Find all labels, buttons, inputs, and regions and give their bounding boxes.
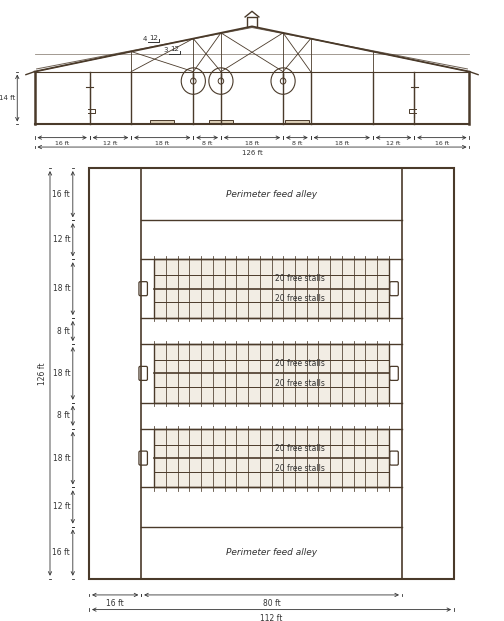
Text: 20 free stalls: 20 free stalls	[275, 463, 325, 473]
Bar	[285, 120, 309, 124]
Text: 8 ft: 8 ft	[57, 411, 70, 420]
Text: 12: 12	[149, 35, 158, 41]
Text: 18 ft: 18 ft	[52, 284, 70, 293]
Text: 12 ft: 12 ft	[52, 502, 70, 512]
FancyBboxPatch shape	[139, 451, 147, 465]
Text: 20 free stalls: 20 free stalls	[275, 294, 325, 303]
Bar	[154, 344, 389, 402]
Bar	[209, 120, 233, 124]
Text: 16 ft: 16 ft	[52, 189, 70, 199]
Text: 18 ft: 18 ft	[245, 140, 259, 146]
FancyBboxPatch shape	[390, 451, 398, 465]
FancyBboxPatch shape	[139, 282, 147, 296]
Text: 12 ft: 12 ft	[103, 140, 117, 146]
Text: 18 ft: 18 ft	[155, 140, 169, 146]
Bar	[150, 120, 174, 124]
Text: 12 ft: 12 ft	[52, 235, 70, 244]
Text: 18 ft: 18 ft	[52, 453, 70, 463]
Text: 12: 12	[170, 47, 179, 52]
Text: 16 ft: 16 ft	[55, 140, 69, 146]
Text: 20 free stalls: 20 free stalls	[275, 274, 325, 283]
FancyBboxPatch shape	[390, 282, 398, 296]
Text: 80 ft: 80 ft	[263, 599, 280, 608]
FancyBboxPatch shape	[139, 366, 147, 381]
Bar	[154, 428, 389, 487]
Text: 8 ft: 8 ft	[57, 327, 70, 335]
Text: 12 ft: 12 ft	[387, 140, 401, 146]
Text: 126 ft: 126 ft	[38, 362, 47, 384]
Text: 18 ft: 18 ft	[52, 369, 70, 378]
Text: 16 ft: 16 ft	[435, 140, 449, 146]
Text: 20 free stalls: 20 free stalls	[275, 379, 325, 388]
Text: 16 ft: 16 ft	[106, 599, 124, 608]
Text: 8 ft: 8 ft	[292, 140, 302, 146]
Text: 16 ft: 16 ft	[52, 548, 70, 557]
Text: 112 ft: 112 ft	[261, 614, 283, 621]
Text: Perimeter feed alley: Perimeter feed alley	[226, 189, 317, 199]
Text: Perimeter feed alley: Perimeter feed alley	[226, 548, 317, 557]
Text: 14 ft: 14 ft	[0, 95, 16, 101]
FancyBboxPatch shape	[390, 366, 398, 381]
Text: 4: 4	[143, 35, 147, 42]
Text: 20 free stalls: 20 free stalls	[275, 443, 325, 453]
Text: 3: 3	[164, 47, 168, 53]
Text: 18 ft: 18 ft	[335, 140, 349, 146]
Bar	[89, 168, 454, 579]
Text: 126 ft: 126 ft	[241, 150, 263, 156]
Bar	[154, 260, 389, 318]
Text: 8 ft: 8 ft	[202, 140, 212, 146]
Text: 20 free stalls: 20 free stalls	[275, 359, 325, 368]
